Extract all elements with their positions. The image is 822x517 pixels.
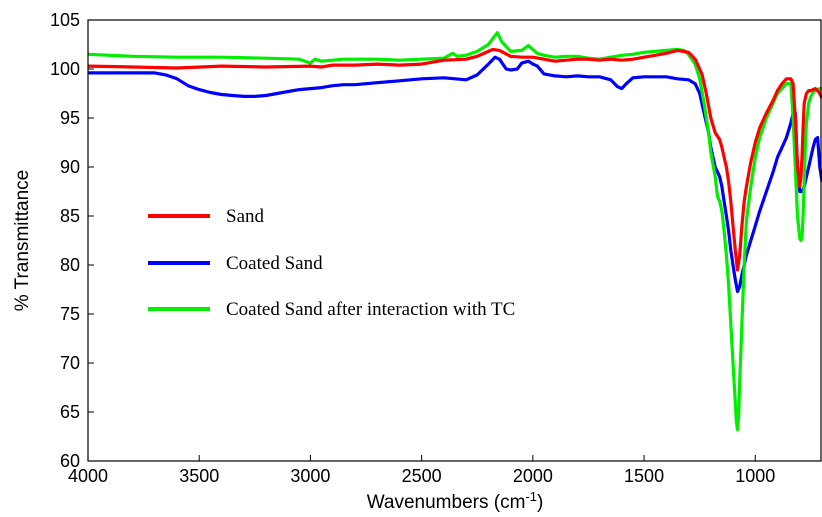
y-tick-label: 70 — [60, 353, 80, 373]
plot-frame — [87, 19, 822, 462]
plot-area — [88, 31, 822, 432]
y-tick-label: 85 — [60, 206, 80, 226]
series-line-coated-sand — [88, 55, 822, 294]
y-tick-label: 105 — [50, 10, 80, 30]
x-axis-title-superscript: -1 — [525, 489, 537, 504]
x-axis-ticks: 4000 3500 3000 2500 2000 1500 1000 — [68, 455, 775, 486]
x-tick-label: 2500 — [402, 466, 442, 486]
x-tick-label: 3500 — [179, 466, 219, 486]
x-tick-label: 2000 — [513, 466, 553, 486]
series-line-coated-sand-after-interaction-with-tc — [88, 31, 822, 432]
y-tick-label: 90 — [60, 157, 80, 177]
y-tick-label: 60 — [60, 451, 80, 471]
legend-label: Coated Sand after interaction with TC — [226, 299, 515, 320]
legend-label: Coated Sand — [226, 253, 323, 274]
y-tick-label: 80 — [60, 255, 80, 275]
series-line-sand — [88, 47, 822, 272]
x-tick-label: 3000 — [290, 466, 330, 486]
y-axis-title: % Transmittance — [12, 170, 33, 312]
x-tick-label: 1000 — [735, 466, 775, 486]
legend-label: Sand — [226, 206, 265, 227]
x-axis-title-suffix: ) — [537, 492, 543, 513]
y-tick-label: 65 — [60, 402, 80, 422]
x-axis-title-main: Wavenumbers (cm — [367, 492, 526, 513]
x-tick-label: 1500 — [624, 466, 664, 486]
x-axis-title: Wavenumbers (cm-1) — [367, 489, 544, 514]
y-axis-ticks: 60 65 70 75 80 85 90 95 100 105 — [50, 10, 94, 471]
legend: Sand Coated Sand Coated Sand after interac… — [148, 206, 515, 320]
y-tick-label: 100 — [50, 59, 80, 79]
y-tick-label: 75 — [60, 304, 80, 324]
y-tick-label: 95 — [60, 108, 80, 128]
x-tick-label: 4000 — [68, 466, 108, 486]
